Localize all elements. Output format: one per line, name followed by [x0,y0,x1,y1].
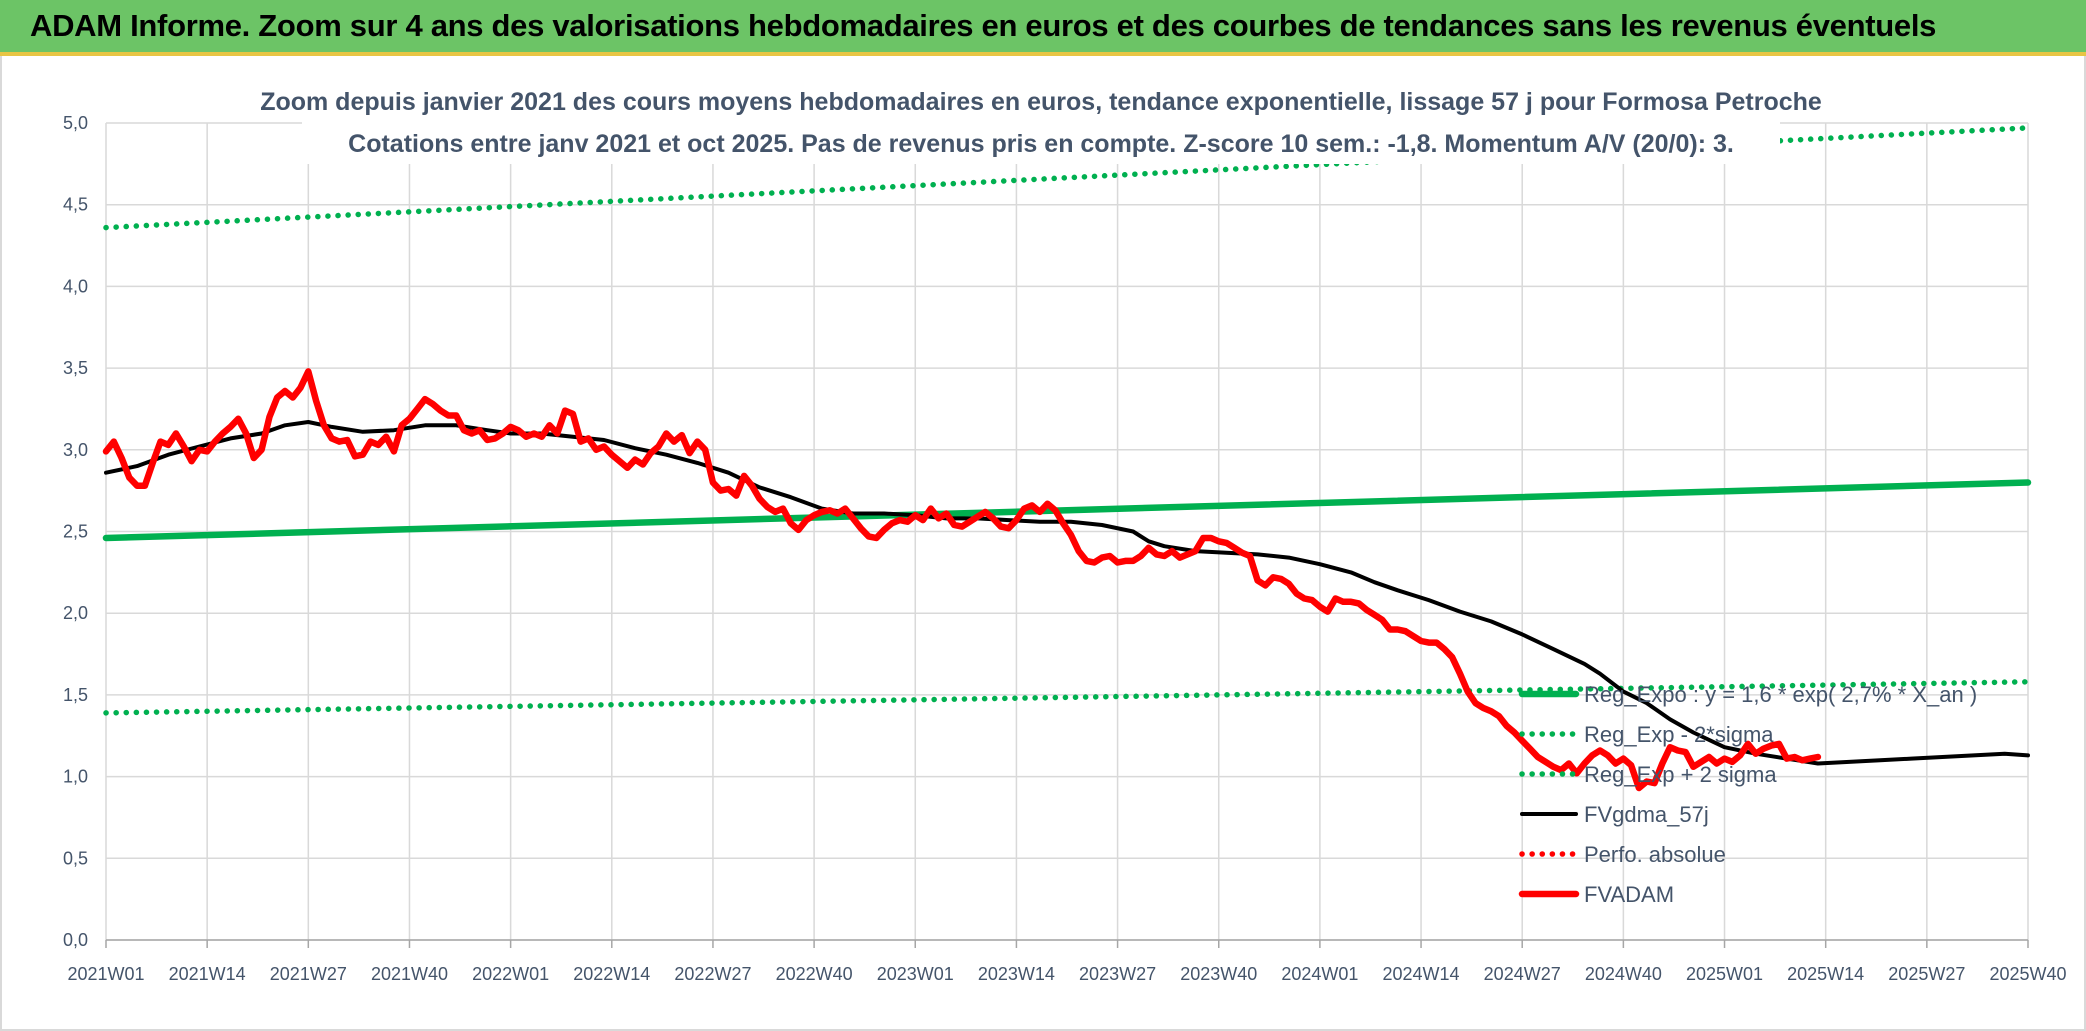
series-fvadam [102,368,1822,792]
legend-label: Perfo. absolue [1584,842,1726,867]
series-fvgdma-57j [104,420,2030,766]
x-tick-label: 2022W14 [573,964,650,984]
legend-label: FVgdma_57j [1584,802,1709,827]
legend: Reg_Expo : y = 1,6 * exp( 2,7% * X_an ) R… [1518,682,1977,907]
y-tick-label: 2,5 [63,522,88,542]
report-title: ADAM Informe. Zoom sur 4 ans des valoris… [30,8,1937,43]
axes: 0,0 0,5 1,0 1,5 2,0 2,5 3,0 3,5 4,0 4,5 5,0 2021W01… [63,113,2067,984]
x-tick-label: 2023W40 [1180,964,1257,984]
title-background [302,76,1780,164]
legend-label: Reg_Expo : y = 1,6 * exp( 2,7% * X_an ) [1584,682,1977,707]
legend-label: FVADAM [1584,882,1674,907]
y-tick-label: 1,5 [63,685,88,705]
x-tick-label: 2023W27 [1079,964,1156,984]
x-tick-label: 2023W14 [978,964,1055,984]
y-tick-label: 4,0 [63,276,88,296]
chart-title: Zoom depuis janvier 2021 des cours moyen… [260,88,1822,116]
x-tick-label: 2023W01 [877,964,954,984]
x-tick-label: 2025W01 [1686,964,1763,984]
y-tick-label: 3,0 [63,440,88,460]
legend-label: Reg_Exp + 2 sigma [1584,762,1777,787]
chart-title-block: Zoom depuis janvier 2021 des cours moyen… [260,76,1822,164]
x-tick-label: 2022W27 [674,964,751,984]
report-banner: ADAM Informe. Zoom sur 4 ans des valoris… [0,0,2086,56]
legend-label: Reg_Exp - 2*sigma [1584,722,1774,747]
x-tick-label: 2021W27 [270,964,347,984]
y-tick-label: 0,0 [63,930,88,950]
x-tick-label: 2024W27 [1484,964,1561,984]
y-tick-label: 4,5 [63,195,88,215]
x-tick-label: 2022W01 [472,964,549,984]
x-tick-label: 2025W40 [1989,964,2066,984]
x-tick-label: 2021W40 [371,964,448,984]
x-tick-label: 2024W14 [1383,964,1460,984]
x-tick-label: 2024W40 [1585,964,1662,984]
x-tick-label: 2021W14 [169,964,246,984]
y-tick-label: 5,0 [63,113,88,133]
x-tick-label: 2025W27 [1888,964,1965,984]
series-reg-expo-y-1-6-exp-2-7-x-an [102,479,2032,542]
y-tick-label: 0,5 [63,848,88,868]
series-reg-exp-2-sigma [103,679,2031,716]
chart-subtitle: Cotations entre janv 2021 et oct 2025. P… [348,130,1734,158]
chart-frame: 0,0 0,5 1,0 1,5 2,0 2,5 3,0 3,5 4,0 4,5 5,0 2021W01… [0,56,2086,1031]
x-tick-label: 2022W40 [776,964,853,984]
x-tick-label: 2021W01 [67,964,144,984]
line-chart: 0,0 0,5 1,0 1,5 2,0 2,5 3,0 3,5 4,0 4,5 5,0 2021W01… [63,76,2067,984]
x-tick-label: 2025W14 [1787,964,1864,984]
y-tick-label: 1,0 [63,767,88,787]
y-tick-label: 2,0 [63,603,88,623]
x-tick-label: 2024W01 [1281,964,1358,984]
y-tick-label: 3,5 [63,358,88,378]
